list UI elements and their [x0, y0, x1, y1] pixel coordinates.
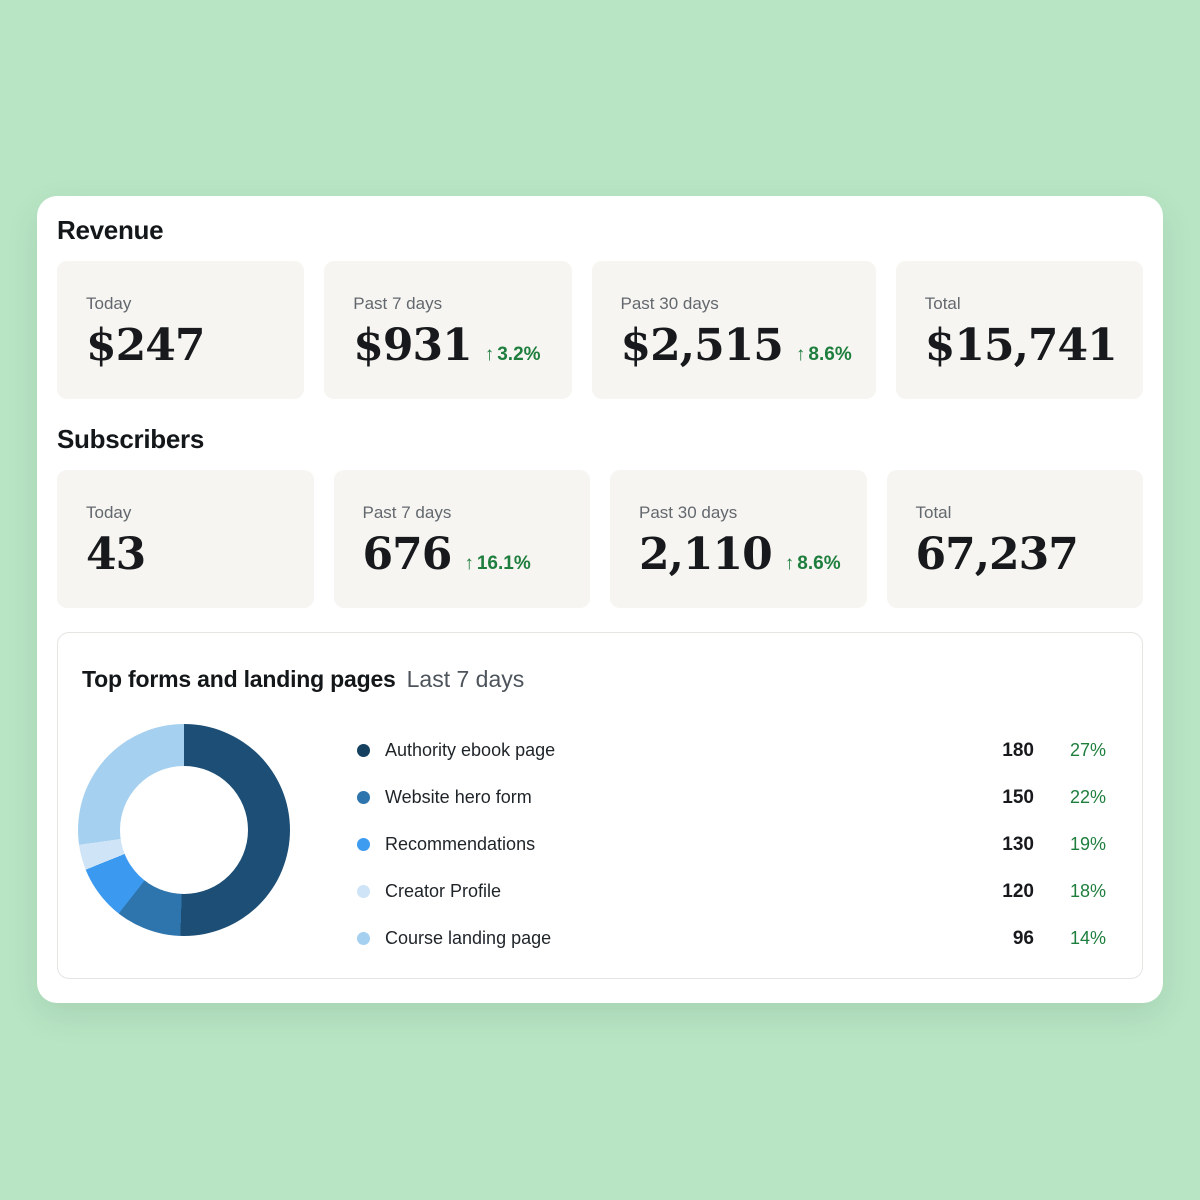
legend-percent: 14% — [1069, 928, 1106, 948]
legend-percent: 22% — [1069, 787, 1106, 807]
dashboard-card: Revenue Today $247 Past 7 days $931 ↑ 3.2… — [37, 196, 1163, 1003]
donut-chart — [78, 724, 290, 936]
legend-count: 130 — [1002, 833, 1034, 855]
stat-delta: ↑ 8.6% — [796, 344, 852, 366]
legend-row: Website hero form 150 22% — [357, 784, 1106, 811]
stat-label: Past 7 days — [353, 294, 443, 313]
top-forms-legend: Authority ebook page 180 27% Website her… — [357, 737, 1106, 952]
subscribers-card-7days: Past 7 days 676 ↑ 16.1% — [333, 470, 590, 608]
revenue-card-7days: Past 7 days $931 ↑ 3.2% — [324, 261, 572, 399]
stat-label: Past 30 days — [620, 294, 719, 313]
stat-label: Today — [86, 294, 132, 313]
legend-label: Website hero form — [385, 787, 532, 807]
legend-label: Creator Profile — [385, 881, 502, 901]
up-arrow-icon: ↑ — [784, 553, 795, 574]
subscribers-card-30days: Past 30 days 2,110 ↑ 8.6% — [610, 470, 867, 608]
legend-row: Course landing page 96 14% — [357, 925, 1106, 952]
legend-percent: 27% — [1069, 740, 1106, 760]
legend-count: 150 — [1002, 786, 1034, 808]
subscribers-section-title: Subscribers — [57, 424, 204, 454]
stat-value: 2,110 — [639, 529, 773, 580]
revenue-card-30days: Past 30 days $2,515 ↑ 8.6% — [591, 261, 876, 399]
top-forms-header: Top forms and landing pages Last 7 days — [82, 666, 524, 693]
stat-value: $247 — [86, 320, 205, 371]
revenue-stat-row: Today $247 Past 7 days $931 ↑ 3.2% Past 3… — [57, 261, 1143, 399]
stat-value: $15,741 — [924, 320, 1118, 371]
legend-dot — [357, 885, 370, 898]
stat-delta: ↑ 8.6% — [785, 553, 841, 575]
up-arrow-icon: ↑ — [464, 553, 474, 574]
donut-hole — [120, 766, 248, 894]
top-forms-panel: Top forms and landing pages Last 7 days … — [57, 632, 1143, 979]
stat-label: Today — [86, 503, 132, 522]
legend-count: 96 — [1012, 927, 1034, 949]
stat-value: $931 — [353, 320, 472, 371]
legend-dot — [357, 932, 370, 945]
stat-delta-value: 8.6% — [808, 344, 852, 365]
top-forms-subtitle: Last 7 days — [406, 666, 525, 692]
stat-label: Past 7 days — [362, 503, 452, 522]
stat-label: Total — [924, 294, 961, 313]
subscribers-card-today: Today 43 — [57, 470, 314, 608]
stat-delta-value: 3.2% — [497, 344, 541, 365]
legend-percent: 18% — [1069, 881, 1106, 901]
revenue-card-today: Today $247 — [57, 261, 305, 399]
legend-dot — [357, 838, 370, 851]
legend-label: Recommendations — [385, 834, 536, 854]
legend-row: Authority ebook page 180 27% — [357, 737, 1106, 764]
stat-value: $2,515 — [620, 320, 784, 371]
stat-value: 676 — [362, 529, 453, 580]
legend-label: Course landing page — [385, 928, 552, 948]
up-arrow-icon: ↑ — [484, 344, 495, 365]
stat-label: Past 30 days — [639, 503, 738, 522]
legend-percent: 19% — [1069, 834, 1106, 854]
stat-delta-value: 8.6% — [797, 553, 841, 574]
up-arrow-icon: ↑ — [795, 344, 806, 365]
legend-count: 120 — [1002, 880, 1034, 902]
stat-value: 43 — [86, 529, 146, 580]
revenue-section-title: Revenue — [57, 215, 164, 245]
stat-delta: ↑ 16.1% — [464, 553, 530, 575]
subscribers-stat-row: Today 43 Past 7 days 676 ↑ 16.1% Past 30 … — [57, 470, 1143, 608]
subscribers-card-total: Total 67,237 — [886, 470, 1143, 608]
stat-value: 67,237 — [915, 529, 1079, 580]
legend-row: Recommendations 130 19% — [357, 831, 1106, 858]
stat-delta-value: 16.1% — [476, 553, 531, 574]
stat-delta: ↑ 3.2% — [485, 344, 541, 366]
legend-label: Authority ebook page — [385, 740, 556, 760]
legend-dot — [357, 744, 370, 757]
legend-count: 180 — [1002, 739, 1034, 761]
revenue-card-total: Total $15,741 — [895, 261, 1143, 399]
top-forms-title: Top forms and landing pages — [82, 666, 396, 692]
stat-label: Total — [915, 503, 952, 522]
legend-dot — [357, 791, 370, 804]
legend-row: Creator Profile 120 18% — [357, 878, 1106, 905]
